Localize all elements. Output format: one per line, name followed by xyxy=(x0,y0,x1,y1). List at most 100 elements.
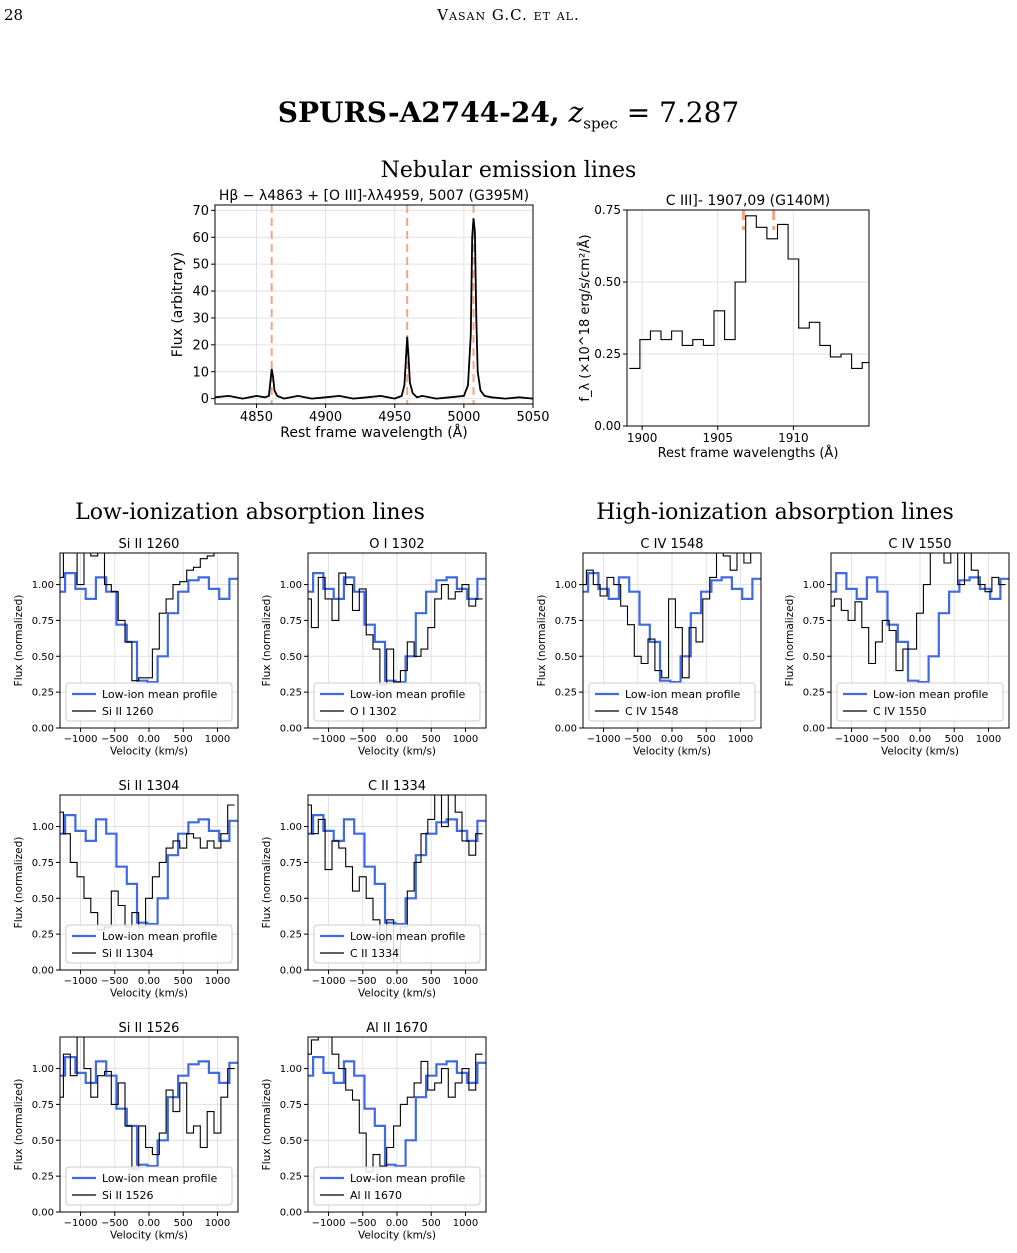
chart-title: C IV 1548 xyxy=(640,537,703,552)
chart-hb-oiii: 4850 4900 4950 5000 5050 0 10 20 30 40 50 60 70 Hβ − … xyxy=(160,188,560,458)
series-lowion-mean xyxy=(583,572,761,684)
y-tick-label: 0.50 xyxy=(32,652,54,663)
x-tick-label: 4850 xyxy=(240,410,273,425)
y-tick-label: 0.25 xyxy=(594,347,621,361)
y-tick-label: 0.25 xyxy=(32,930,54,941)
y-tick-label: 0.50 xyxy=(555,652,577,663)
x-tick-label: 1910 xyxy=(778,431,809,445)
y-tick-label: 40 xyxy=(192,285,209,300)
chart-civ-1548: −1000 −500 0.00 500 1000 0.00 0.25 0.50 0.75 1.00… xyxy=(523,530,768,765)
series-spectrum xyxy=(629,215,869,369)
figure-title: SPURS-A2744-24, zspec = 7.287 xyxy=(0,96,1017,133)
x-axis-label: Velocity (km/s) xyxy=(633,746,711,758)
x-axis-label: Velocity (km/s) xyxy=(358,1230,436,1242)
legend-label: Low-ion mean profile xyxy=(350,1172,466,1185)
x-tick-label: 1000 xyxy=(205,1218,230,1229)
series-spectrum xyxy=(831,553,1006,672)
legend-box xyxy=(313,1166,481,1206)
x-tick-label: 4950 xyxy=(378,410,411,425)
x-tick-label: 1000 xyxy=(453,1218,478,1229)
redshift-symbol: z xyxy=(568,96,584,129)
chart-svg-si2_1260: −1000 −500 0.00 500 1000 0.00 0.25 0.50 0.75 1.00… xyxy=(13,537,239,758)
legend-label: O I 1302 xyxy=(350,705,397,718)
x-axis-label: Rest frame wavelengths (Å) xyxy=(658,445,839,461)
x-tick-label: −1000 xyxy=(312,976,346,987)
y-tick-label: 0.50 xyxy=(803,652,825,663)
x-tick-label: 500 xyxy=(174,734,193,745)
y-tick-label: 0.00 xyxy=(803,724,825,735)
x-tick-label: −500 xyxy=(872,734,899,745)
y-tick-label: 0.50 xyxy=(280,652,302,663)
chart-title: Al II 1670 xyxy=(366,1021,428,1036)
chart-si2-1304: −1000 −500 0.00 500 1000 0.00 0.25 0.50 0.75 1.00… xyxy=(0,772,245,1007)
y-tick-label: 0.25 xyxy=(32,688,54,699)
y-tick-label: 0.25 xyxy=(280,688,302,699)
y-axis-label: f_λ (×10^18 erg/s/cm²/Å) xyxy=(577,234,593,401)
x-tick-label: 0.00 xyxy=(386,1218,408,1229)
chart-svg-oi_1302: −1000 −500 0.00 500 1000 0.00 0.25 0.50 0.75 1.00… xyxy=(261,537,487,758)
y-tick-label: 0.75 xyxy=(32,616,54,627)
legend-box xyxy=(65,682,233,722)
x-tick-label: 500 xyxy=(422,976,441,987)
series-spectrum xyxy=(60,1037,235,1170)
y-axis-label: Flux (normalized) xyxy=(536,595,548,687)
chart-svg-al2_1670: −1000 −500 0.00 500 1000 0.00 0.25 0.50 0.75 1.00… xyxy=(261,1021,487,1242)
y-axis-label: Flux (arbitrary) xyxy=(170,252,186,357)
y-axis-label: Flux (normalized) xyxy=(261,837,273,929)
series-spectrum xyxy=(583,553,758,679)
y-tick-label: 0.25 xyxy=(280,930,302,941)
legend-box xyxy=(313,924,481,964)
y-tick-label: 1.00 xyxy=(32,1064,54,1075)
x-tick-label: −1000 xyxy=(312,1218,346,1229)
y-tick-label: 0.75 xyxy=(280,1100,302,1111)
y-tick-label: 0.75 xyxy=(32,858,54,869)
legend-label: Low-ion mean profile xyxy=(102,688,218,701)
y-axis-label: Flux (normalized) xyxy=(261,1079,273,1171)
section-nebular: Nebular emission lines xyxy=(380,158,637,183)
chart-ciii: 1900 1905 1910 0.00 0.25 0.50 0.75 C III]- 1907… xyxy=(565,192,885,464)
x-tick-label: −500 xyxy=(101,976,128,987)
y-tick-label: 0 xyxy=(201,392,209,407)
legend-label: Si II 1526 xyxy=(102,1189,154,1202)
y-tick-label: 0.75 xyxy=(280,616,302,627)
chart-oi-1302: −1000 −500 0.00 500 1000 0.00 0.25 0.50 0.75 1.00… xyxy=(248,530,493,765)
x-tick-label: 500 xyxy=(422,734,441,745)
y-tick-label: 0.75 xyxy=(594,203,621,217)
x-tick-label: 4900 xyxy=(309,410,342,425)
series-lowion-mean xyxy=(60,572,238,684)
legend-box xyxy=(313,682,481,722)
redshift-subscript: spec xyxy=(583,114,618,133)
x-tick-label: 1900 xyxy=(627,431,658,445)
axes-frame xyxy=(626,209,870,427)
y-tick-label: 0.75 xyxy=(32,1100,54,1111)
series-lowion-mean xyxy=(308,1056,486,1168)
legend-label: Si II 1304 xyxy=(102,947,154,960)
legend-label: C IV 1548 xyxy=(625,705,678,718)
x-tick-label: −1000 xyxy=(835,734,869,745)
y-tick-label: 1.00 xyxy=(280,1064,302,1075)
y-tick-label: 0.00 xyxy=(32,1208,54,1219)
x-axis-label: Velocity (km/s) xyxy=(358,746,436,758)
chart-svg-civ_1548: −1000 −500 0.00 500 1000 0.00 0.25 0.50 0.75 1.00… xyxy=(536,537,762,758)
series-spectrum xyxy=(308,572,483,686)
y-tick-label: 1.00 xyxy=(32,580,54,591)
series-spectrum xyxy=(308,1037,483,1173)
x-tick-label: −500 xyxy=(624,734,651,745)
chart-svg-ciii: 1900 1905 1910 0.00 0.25 0.50 0.75 C III]- 1907… xyxy=(577,193,870,461)
y-tick-label: 0.00 xyxy=(280,724,302,735)
x-tick-label: 500 xyxy=(945,734,964,745)
legend-label: Low-ion mean profile xyxy=(350,688,466,701)
legend-box xyxy=(588,682,756,722)
y-tick-label: 10 xyxy=(192,365,209,380)
x-tick-label: −1000 xyxy=(312,734,346,745)
y-tick-label: 0.00 xyxy=(280,966,302,977)
y-tick-label: 0.25 xyxy=(803,688,825,699)
x-axis-label: Velocity (km/s) xyxy=(110,988,188,1000)
y-tick-label: 0.75 xyxy=(803,616,825,627)
chart-svg-si2_1526: −1000 −500 0.00 500 1000 0.00 0.25 0.50 0.75 1.00… xyxy=(13,1021,239,1242)
y-tick-label: 0.50 xyxy=(280,894,302,905)
series-lowion-mean xyxy=(60,1056,238,1168)
y-tick-label: 60 xyxy=(192,231,209,246)
legend-label: C II 1334 xyxy=(350,947,399,960)
x-tick-label: 0.00 xyxy=(909,734,931,745)
